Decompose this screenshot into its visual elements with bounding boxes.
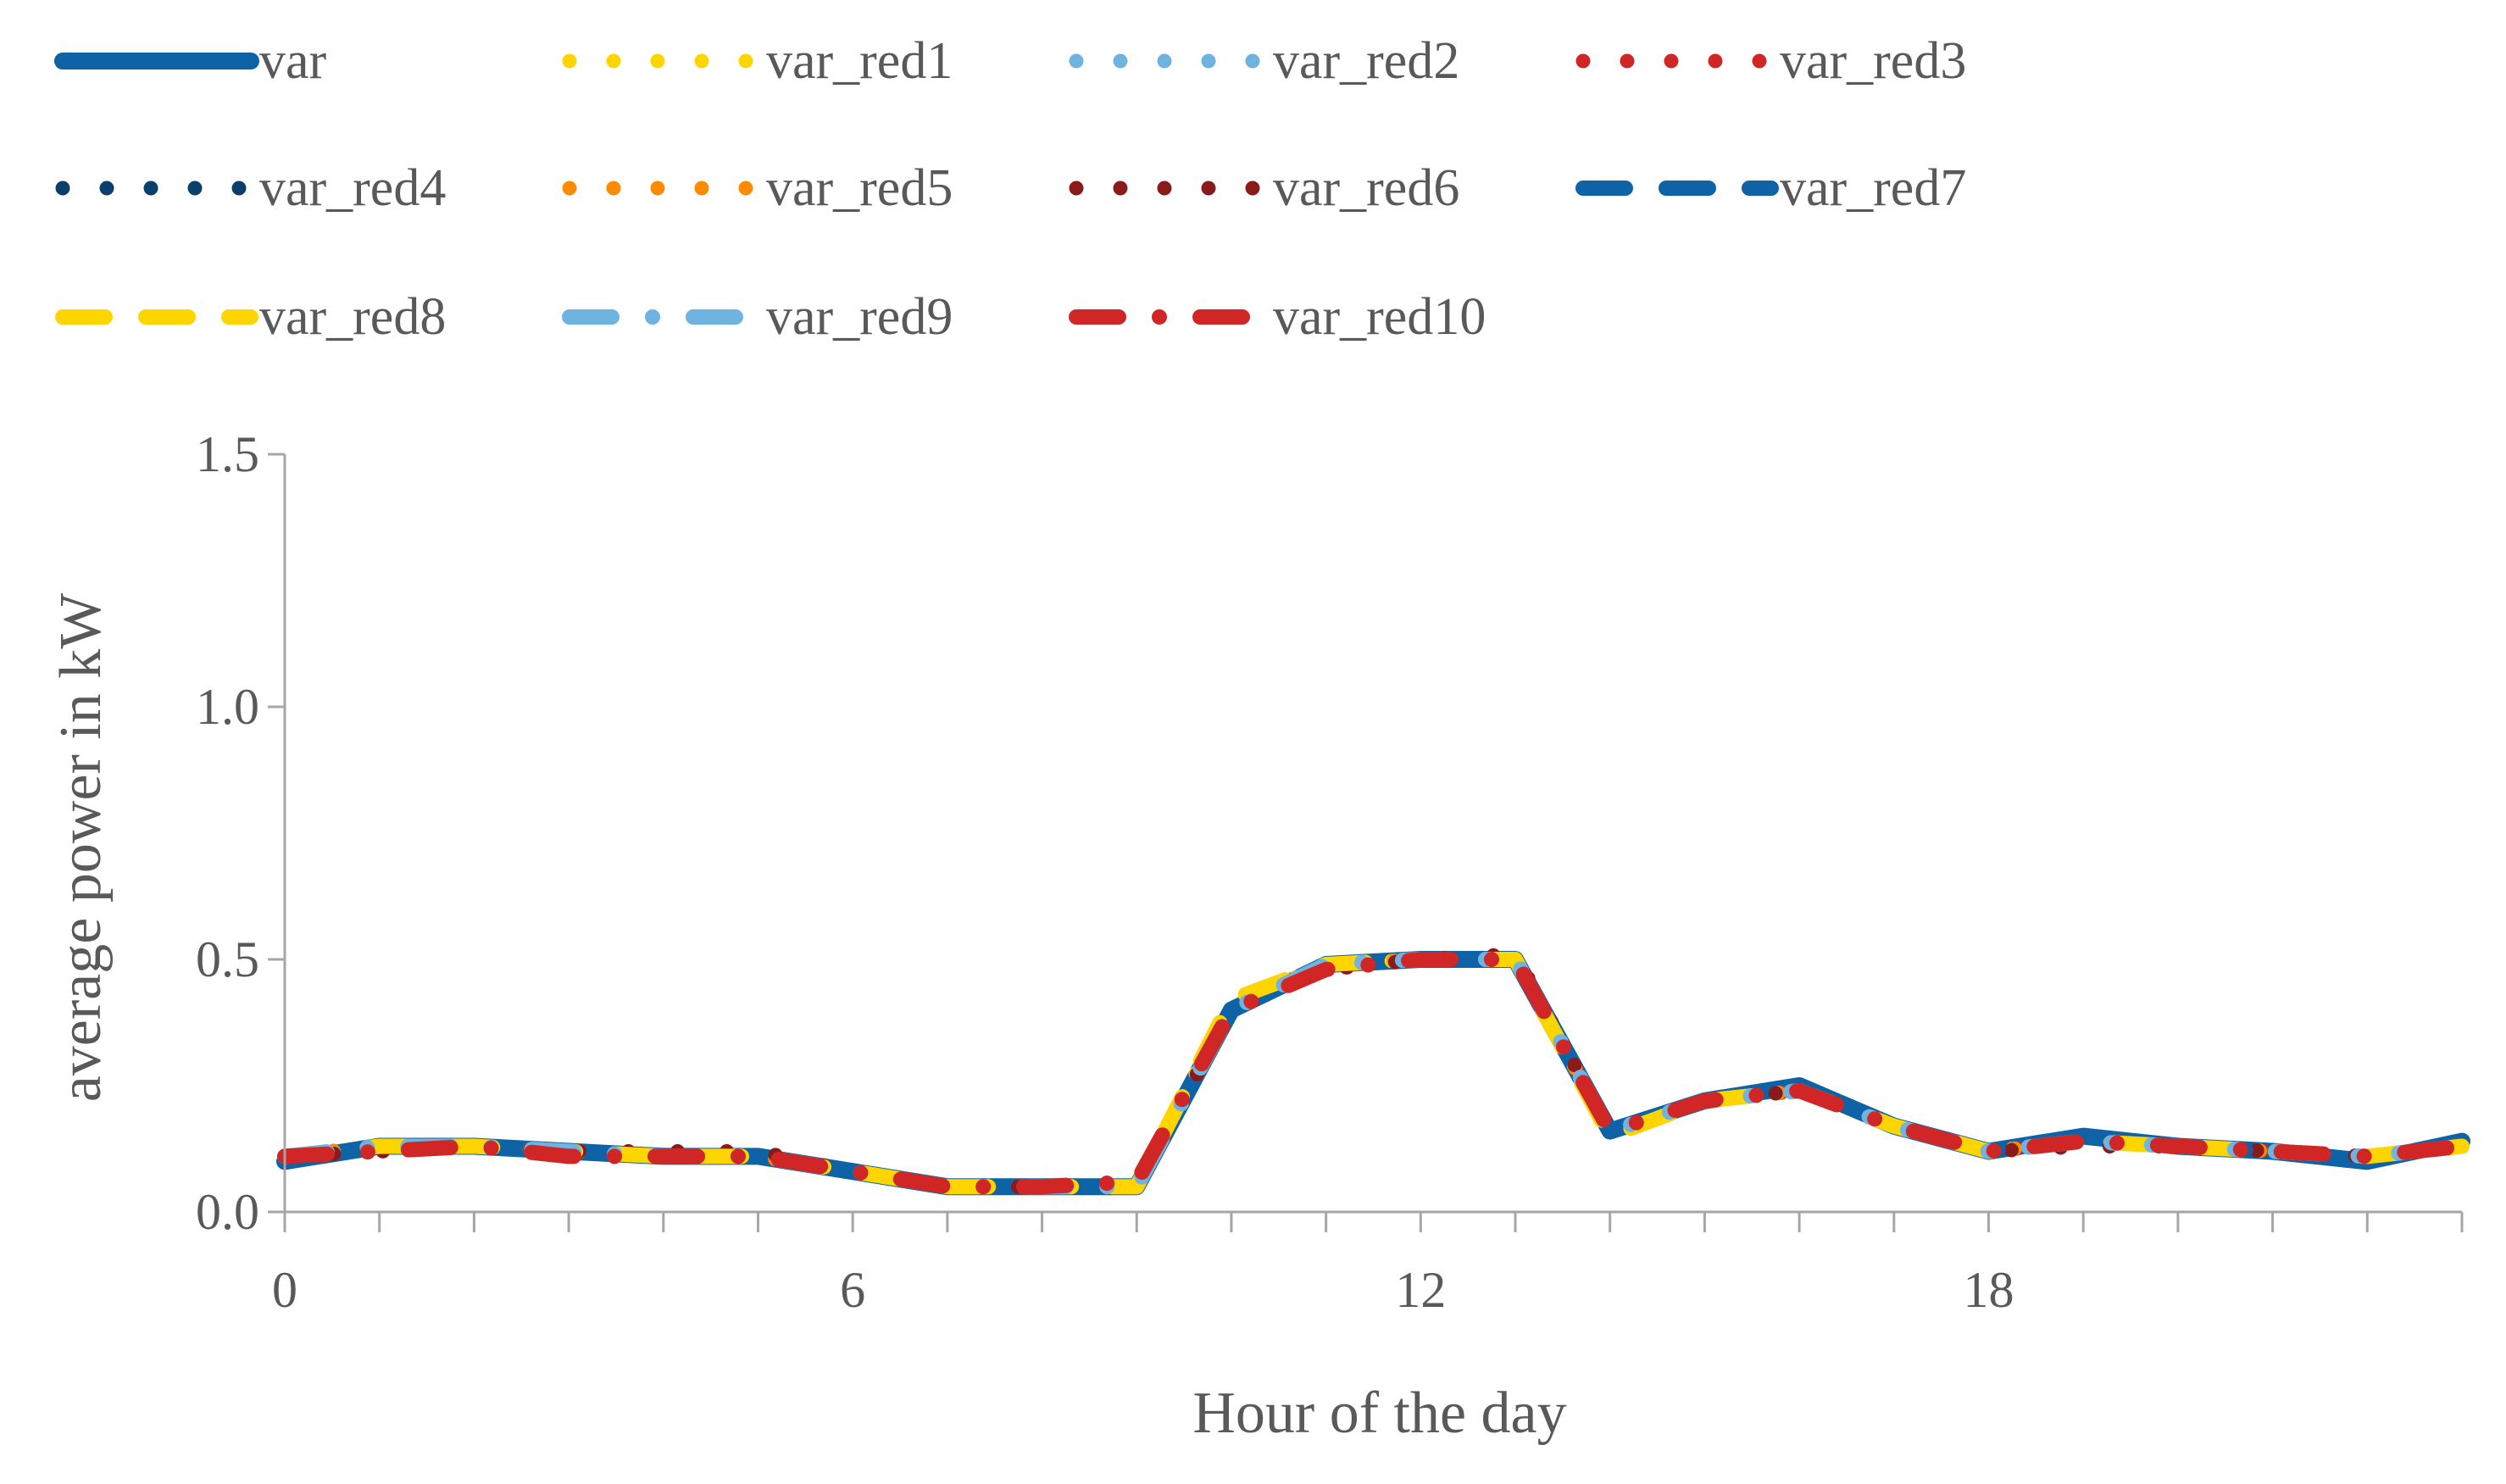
legend-label: var_red9 <box>766 288 953 346</box>
legend-label: var_red7 <box>1780 159 1966 217</box>
legend-item-var_red1: var_red1 <box>562 32 953 90</box>
y-tick-label: 0.0 <box>196 1184 259 1240</box>
y-tick-label: 0.5 <box>196 931 259 987</box>
legend-item-var_red6: var_red6 <box>1069 159 1459 217</box>
x-tick-label: 0 <box>272 1262 297 1318</box>
legend-item-var_red7: var_red7 <box>1575 159 1966 217</box>
y-axis-title: average power in kW <box>48 593 114 1103</box>
legend-label: var_red6 <box>1273 159 1459 217</box>
legend-label: var_red2 <box>1273 32 1459 90</box>
x-tick-label: 12 <box>1395 1262 1446 1318</box>
legend-label: var_red8 <box>259 288 446 346</box>
legend-item-var_red5: var_red5 <box>562 159 953 217</box>
legend: var var_red1 var_red2 var_red3 var_red4 var_r… <box>54 32 1966 346</box>
legend-label: var_red4 <box>259 159 446 217</box>
legend-label: var <box>259 32 327 90</box>
legend-item-var: var <box>54 32 327 90</box>
legend-item-var_red10: var_red10 <box>1069 288 1486 346</box>
x-tick-label: 18 <box>1964 1262 2014 1318</box>
series-line-var_red10 <box>277 952 2470 1195</box>
y-tick-label: 1.5 <box>196 426 259 482</box>
legend-item-var_red9: var_red9 <box>562 288 953 346</box>
legend-item-var_red3: var_red3 <box>1575 32 1966 90</box>
y-tick-label: 1.0 <box>196 679 259 735</box>
legend-label: var_red1 <box>766 32 953 90</box>
legend-label: var_red3 <box>1780 32 1966 90</box>
legend-label: var_red10 <box>1273 288 1486 346</box>
axes: 0.0 0.5 1.0 1.5 0 6 12 18 <box>196 426 2464 1318</box>
legend-item-var_red2: var_red2 <box>1069 32 1459 90</box>
legend-item-var_red8: var_red8 <box>55 288 446 346</box>
x-tick-label: 6 <box>840 1262 865 1318</box>
x-axis-title: Hour of the day <box>1192 1381 1566 1446</box>
legend-label: var_red5 <box>766 159 953 217</box>
legend-item-var_red4: var_red4 <box>55 159 446 217</box>
plot-area <box>276 947 2470 1196</box>
